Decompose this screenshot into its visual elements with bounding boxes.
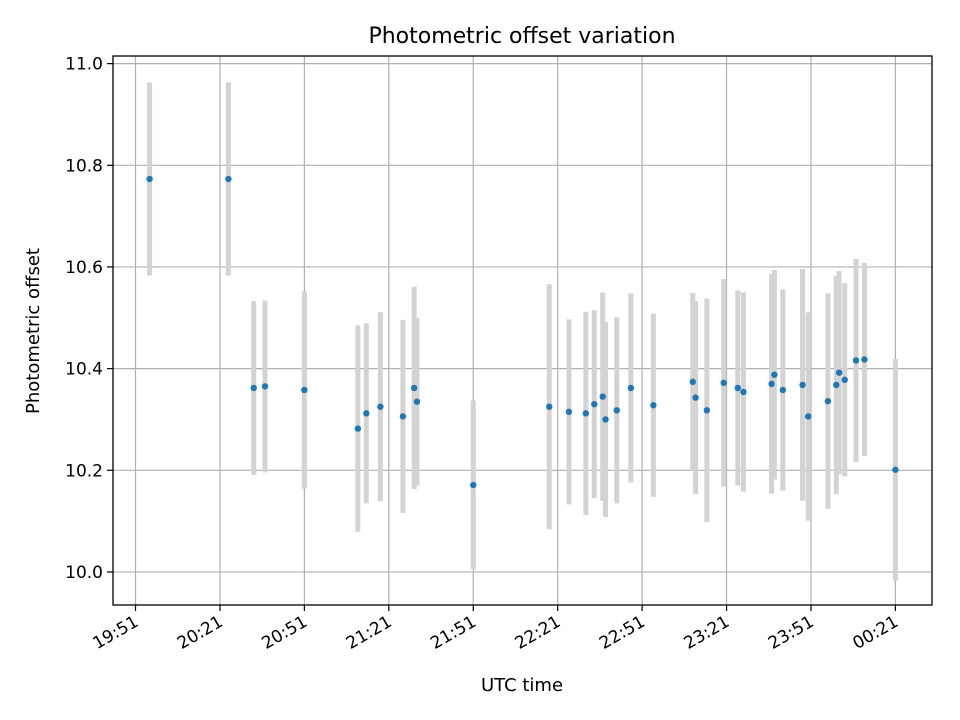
data-point xyxy=(799,381,806,389)
data-point xyxy=(841,376,848,384)
data-point xyxy=(740,388,747,396)
y-tick-label: 10.0 xyxy=(65,563,103,583)
data-point xyxy=(771,371,778,378)
data-point xyxy=(703,407,711,414)
data-point xyxy=(377,403,384,410)
data-point xyxy=(399,413,407,420)
data-point xyxy=(546,403,553,410)
data-point xyxy=(613,407,620,414)
data-point xyxy=(734,384,742,392)
grid-lines xyxy=(113,56,932,605)
data-point xyxy=(599,393,606,400)
data-point xyxy=(627,384,635,392)
y-tick-label: 10.4 xyxy=(65,360,103,380)
data-point xyxy=(470,481,477,489)
data-point xyxy=(413,398,421,405)
data-point xyxy=(768,380,775,388)
data-point xyxy=(363,410,370,417)
data-point xyxy=(824,397,832,405)
data-point xyxy=(692,394,699,401)
data-point xyxy=(582,410,590,417)
data-point xyxy=(804,413,812,420)
data-point xyxy=(565,408,573,416)
data-point xyxy=(779,386,787,394)
y-tick-label: 10.2 xyxy=(65,461,103,481)
data-point xyxy=(301,386,308,394)
data-point xyxy=(689,378,696,386)
data-point xyxy=(261,383,269,390)
plot-frame xyxy=(112,55,933,606)
data-point xyxy=(835,369,843,376)
data-point xyxy=(225,175,232,183)
data-point xyxy=(861,356,868,363)
y-tick-label: 10.6 xyxy=(65,258,103,278)
data-point xyxy=(720,379,727,387)
data-point xyxy=(354,425,362,432)
data-point xyxy=(410,384,418,392)
data-point xyxy=(591,401,598,408)
y-axis-label: Photometric offset xyxy=(23,248,44,414)
data-points xyxy=(146,175,899,489)
data-point xyxy=(250,384,257,392)
data-point xyxy=(146,175,153,183)
data-point xyxy=(833,381,840,389)
x-axis-label: UTC time xyxy=(481,675,563,696)
data-point xyxy=(892,466,899,473)
data-point xyxy=(650,402,657,409)
data-point xyxy=(602,416,609,423)
y-tick-label: 11.0 xyxy=(65,55,103,75)
y-tick-label: 10.8 xyxy=(65,156,103,176)
chart-title: Photometric offset variation xyxy=(368,24,675,49)
data-point xyxy=(852,357,860,364)
